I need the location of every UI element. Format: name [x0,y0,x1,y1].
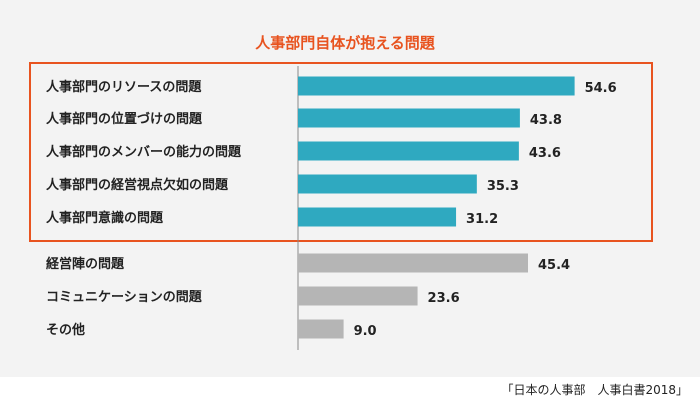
bars-group: 人事部門のリソースの問題 54.6 人事部門の位置づけの問題 43.8 人事部門のメンバ… [46,76,617,339]
bar-chart: 人事部門自体が抱える問題 人事部門のリソースの問題 54.6 人事部門の位置づけの問… [29,34,653,350]
bar [298,286,418,306]
value-label: 43.8 [530,113,562,128]
value-label: 45.4 [538,258,570,273]
bar [298,141,519,161]
value-label: 35.3 [487,179,519,194]
bar [298,174,477,194]
category-label: コミュニケーションの問題 [46,290,203,305]
highlight-frame [29,62,653,242]
category-label: 人事部門の位置づけの問題 [46,111,203,127]
bar [298,319,344,339]
category-label: 経営陣の問題 [46,256,125,272]
value-label: 31.2 [466,212,498,227]
bar [298,253,528,273]
category-label: 人事部門のメンバーの能力の問題 [46,144,242,160]
value-label: 43.6 [529,146,561,161]
value-label: 23.6 [428,291,460,306]
source-note: 「日本の人事部 人事白書2018」 [501,383,688,397]
bar [298,76,575,96]
value-label: 54.6 [585,81,617,96]
category-label: その他 [46,322,85,338]
chart-title: 人事部門自体が抱える問題 [255,34,436,52]
category-label: 人事部門の経営視点欠如の問題 [46,177,229,193]
bar [298,108,520,128]
value-label: 9.0 [354,324,377,339]
bar [298,207,457,227]
category-label: 人事部門意識の問題 [46,210,164,226]
category-label: 人事部門のリソースの問題 [46,79,202,95]
